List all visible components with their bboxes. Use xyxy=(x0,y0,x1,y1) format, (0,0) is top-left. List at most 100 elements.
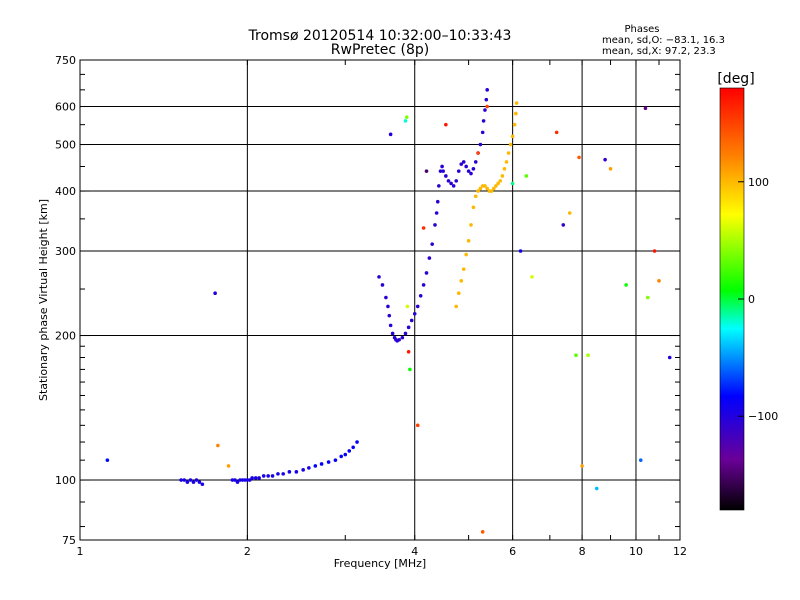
x-axis-label: Frequency [MHz] xyxy=(334,557,426,570)
data-point xyxy=(238,478,242,482)
data-point xyxy=(561,223,566,227)
y-tick-label: 100 xyxy=(55,474,76,487)
x-tick-label: 1 xyxy=(77,545,84,558)
data-point xyxy=(388,132,393,137)
data-point xyxy=(594,486,599,491)
data-point xyxy=(483,108,487,112)
data-point xyxy=(451,184,456,188)
data-point xyxy=(514,101,519,105)
data-point xyxy=(339,454,344,459)
grid-lines xyxy=(80,60,680,540)
data-point xyxy=(387,313,392,318)
data-point xyxy=(406,349,411,354)
data-point xyxy=(489,189,494,193)
x-tick-label: 2 xyxy=(244,545,251,558)
data-point xyxy=(478,142,483,147)
data-point xyxy=(485,186,489,191)
data-point xyxy=(567,211,572,215)
data-point xyxy=(441,169,445,173)
x-tick-label: 4 xyxy=(411,545,418,558)
data-point xyxy=(388,323,393,328)
data-point xyxy=(643,106,648,111)
data-point xyxy=(250,476,254,480)
data-point xyxy=(380,283,385,287)
data-point xyxy=(235,480,240,484)
data-point xyxy=(494,184,498,188)
data-point xyxy=(459,279,464,283)
data-point xyxy=(483,184,487,188)
colorbar-label: [deg] xyxy=(717,71,754,87)
data-point xyxy=(351,445,355,450)
chart-title: Tromsø 20120514 10:32:00–10:33:43 xyxy=(248,28,512,44)
data-point xyxy=(667,355,672,360)
data-point xyxy=(464,164,468,169)
data-point xyxy=(185,480,190,484)
data-point xyxy=(197,480,202,484)
data-point xyxy=(476,151,480,155)
data-point xyxy=(233,478,237,482)
data-point xyxy=(471,205,476,210)
data-point xyxy=(179,478,183,482)
x-tick-label: 12 xyxy=(673,545,687,558)
data-point xyxy=(471,167,476,171)
data-point xyxy=(408,367,412,372)
data-point xyxy=(424,169,429,173)
data-point xyxy=(421,283,426,287)
plot-area xyxy=(79,59,681,541)
data-point xyxy=(456,291,461,296)
data-point xyxy=(105,458,110,462)
data-point xyxy=(377,275,381,279)
data-point xyxy=(418,293,423,298)
data-point xyxy=(404,115,409,120)
data-point xyxy=(449,181,453,186)
data-points xyxy=(105,88,672,534)
y-tick-label: 750 xyxy=(55,54,76,67)
data-point xyxy=(403,119,408,123)
data-point xyxy=(390,331,395,336)
data-point xyxy=(530,275,534,279)
data-point xyxy=(508,142,513,147)
data-point xyxy=(294,470,299,474)
y-tick-label: 300 xyxy=(55,245,76,258)
data-point xyxy=(461,160,466,164)
data-point xyxy=(444,174,448,178)
data-point xyxy=(657,279,661,283)
data-point xyxy=(473,160,478,164)
phases-mean-o: mean, sd,O: −83.1, 16.3 xyxy=(602,35,725,46)
x-tick-label: 10 xyxy=(629,545,643,558)
data-point xyxy=(608,167,613,171)
data-point xyxy=(500,174,505,178)
data-point xyxy=(191,480,196,484)
data-point xyxy=(554,130,559,135)
data-point xyxy=(473,194,478,199)
x-tick-label: 6 xyxy=(509,545,516,558)
data-point xyxy=(437,184,441,188)
data-point xyxy=(424,271,429,275)
data-point xyxy=(466,169,471,173)
data-point xyxy=(485,88,489,92)
data-point xyxy=(333,458,338,462)
data-point xyxy=(434,211,439,215)
data-point xyxy=(484,97,489,102)
data-point xyxy=(481,119,486,123)
data-point xyxy=(384,295,388,300)
data-point xyxy=(188,478,193,482)
data-point xyxy=(586,353,590,357)
y-tick-label: 500 xyxy=(55,139,76,152)
data-point xyxy=(421,226,426,230)
data-point xyxy=(524,174,529,178)
data-point xyxy=(403,331,408,336)
data-point xyxy=(307,466,311,470)
data-point xyxy=(638,458,643,462)
phases-heading: Phases xyxy=(624,24,659,35)
data-point xyxy=(226,464,231,468)
phases-mean-x: mean, sd,X: 97.2, 23.3 xyxy=(602,46,716,57)
data-point xyxy=(435,199,440,204)
data-point xyxy=(216,443,220,448)
data-point xyxy=(506,151,511,155)
data-point xyxy=(343,452,348,457)
data-point xyxy=(182,478,187,482)
data-point xyxy=(454,179,459,183)
